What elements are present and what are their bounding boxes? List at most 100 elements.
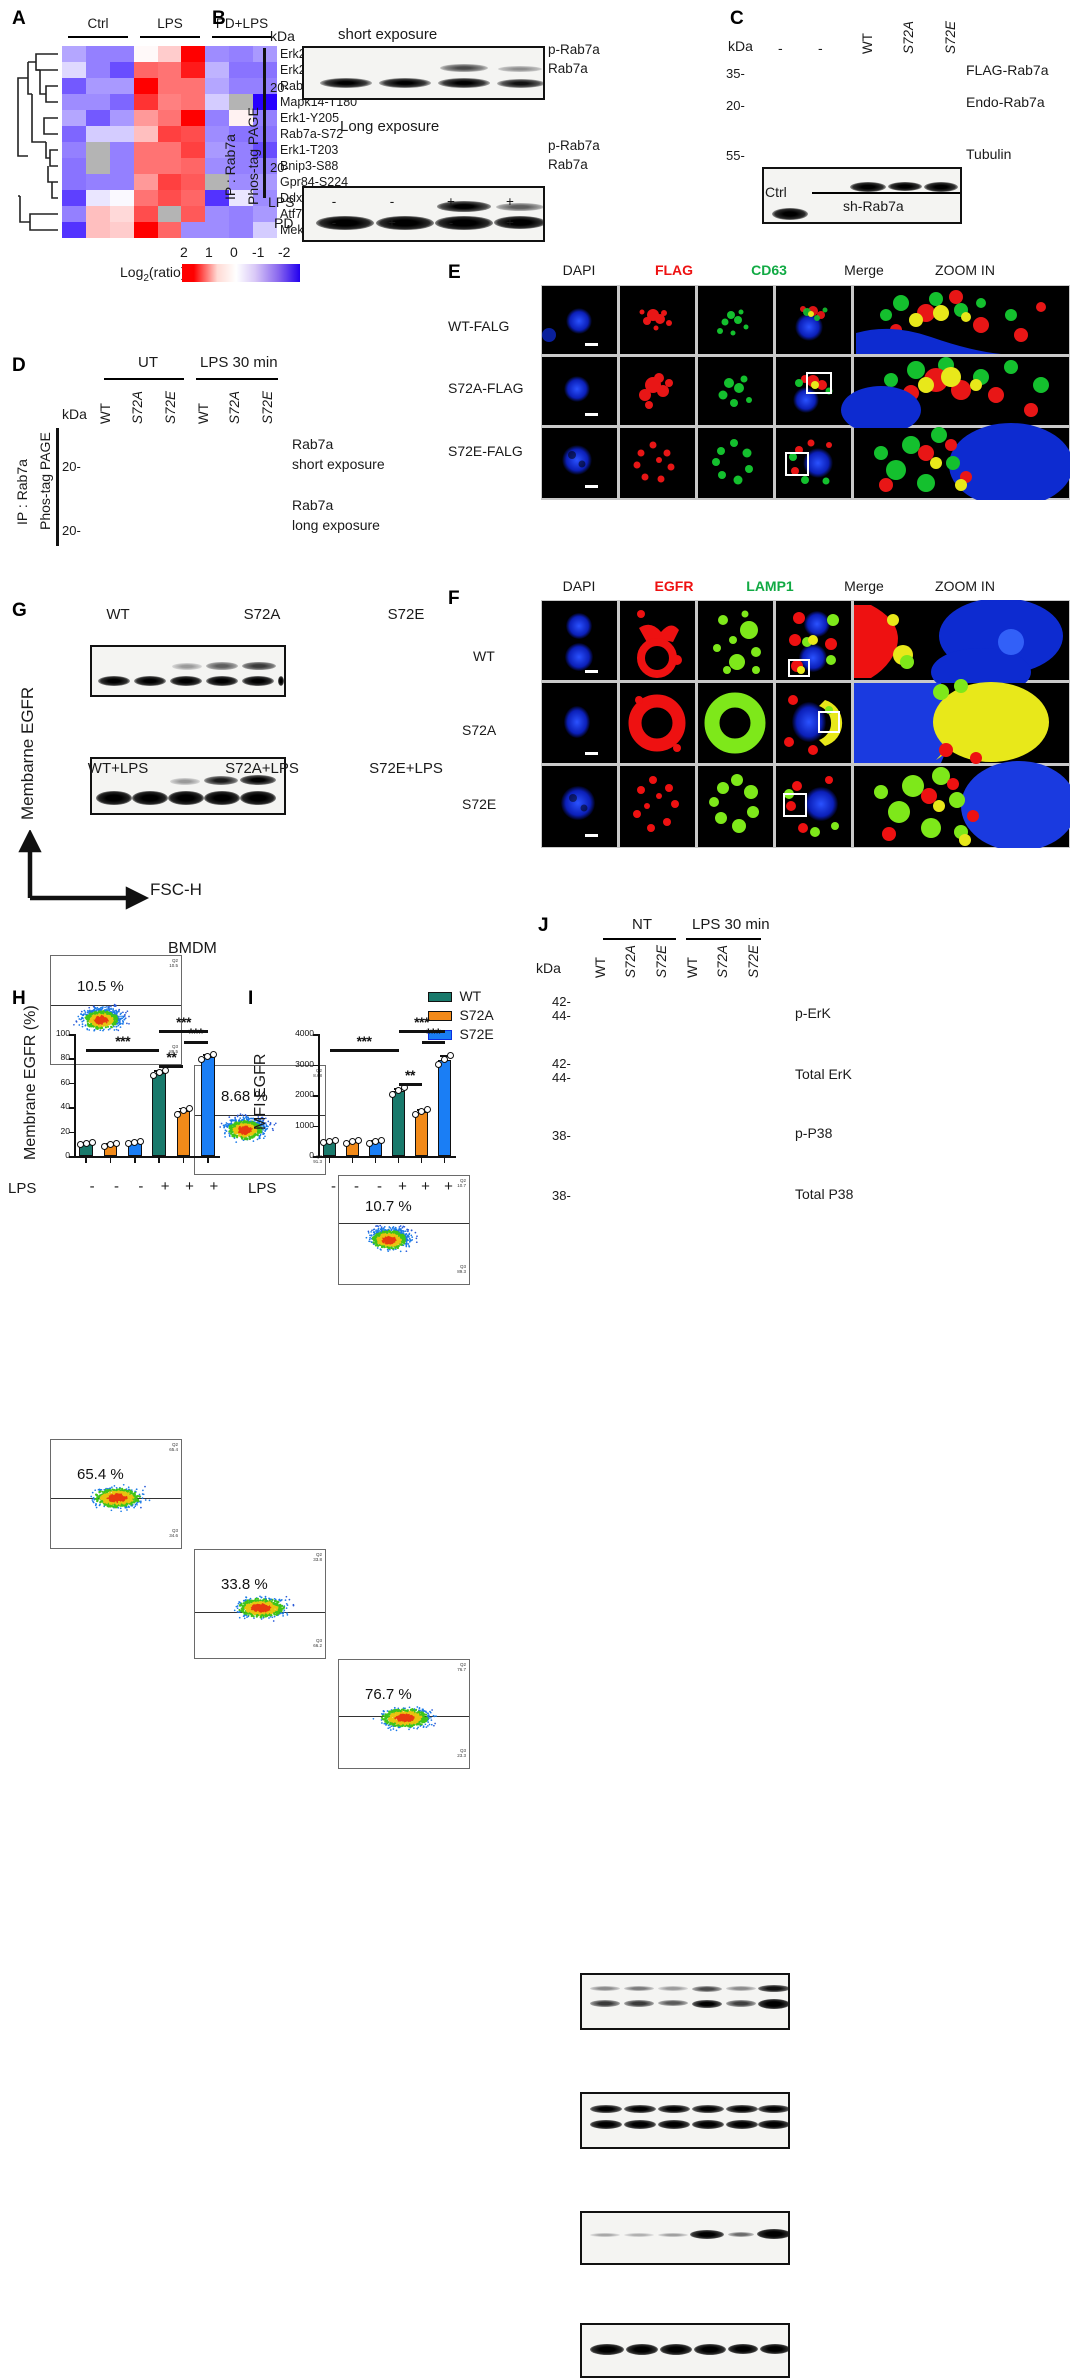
significance-label: *** — [176, 1014, 191, 1031]
panel-d-blot-long-exposure — [90, 757, 286, 815]
flow-q2-val: 8.68 — [313, 1073, 322, 1078]
x-axis — [74, 1156, 220, 1158]
flow-title-s72a-lps: S72A+LPS — [225, 760, 299, 777]
col-header-lamp1: LAMP1 — [746, 578, 794, 594]
heatmap-row-label: Erk1-Y205 — [280, 111, 340, 125]
heatmap-cell — [109, 94, 134, 110]
panel-h-condition-row: - - - + + + — [50, 1178, 230, 1198]
panel-j-blot-total-p38 — [580, 2323, 790, 2378]
y-tick — [313, 1034, 318, 1036]
heatmap-cell — [109, 190, 134, 206]
x-tick — [158, 1158, 160, 1163]
panel-d-side-label-ip: IP : Rab7a — [14, 459, 30, 525]
flow-plot-s72a-lps[interactable]: 33.8 % Q2 33.8 Q3 66.2 — [194, 1549, 326, 1659]
flow-plot-wt[interactable]: 10.5 % Q2 10.5 Q3 89.5 — [50, 955, 182, 1065]
heatmap-cell — [253, 206, 277, 222]
heatmap-cell — [205, 62, 230, 78]
replicate-dot — [355, 1137, 362, 1145]
heatmap-cell — [85, 158, 110, 174]
col-header-merge: Merge — [844, 262, 884, 278]
condition-cell: + — [160, 1178, 170, 1195]
flow-plot-s72e-lps[interactable]: 76.7 % Q2 76.7 Q3 23.3 — [338, 1659, 470, 1769]
y-tick — [313, 1064, 318, 1067]
panel-j-right-label-p-erk: p-ErK — [795, 1005, 831, 1021]
lane-label: S72E — [746, 944, 761, 978]
y-tick — [69, 1034, 74, 1036]
panel-j-mw-38-1: 38- — [552, 1128, 571, 1143]
y-axis — [74, 1034, 76, 1156]
dendrogram — [17, 53, 58, 231]
bar — [392, 1091, 405, 1156]
cond-cell: + — [447, 194, 455, 209]
y-tick — [313, 1095, 318, 1097]
heatmap-row-label: Erk1-T203 — [280, 143, 339, 157]
panel-f-label: F — [448, 588, 460, 609]
heatmap-cell — [229, 78, 254, 94]
panel-i-label: I — [248, 988, 254, 1009]
heatmap-cell — [109, 206, 134, 222]
condition-cell: + — [444, 1178, 453, 1195]
condition-cell: - — [89, 1178, 95, 1195]
colorbar-tick: -2 — [278, 244, 291, 260]
replicate-dot — [149, 1071, 157, 1079]
condition-cell: - — [331, 1178, 336, 1195]
heatmap-row-label: Bnip3-S88 — [280, 159, 339, 173]
colorbar-ticks: 2 1 0 -1 -2 — [180, 244, 300, 260]
group-header-pd-lps: PD+LPS — [215, 16, 269, 31]
legend-item-s72a: S72A — [428, 1007, 538, 1026]
colorbar-tick: 1 — [205, 244, 213, 260]
replicate-dot — [424, 1105, 431, 1113]
replicate-dot — [447, 1051, 454, 1059]
heatmap-cell — [157, 46, 182, 62]
flow-pct-s72a: 8.68 % — [221, 1088, 268, 1105]
heatmap-cell — [157, 190, 182, 206]
panel-e-label: E — [448, 262, 461, 283]
heatmap-cell — [109, 110, 134, 126]
flow-q2-val: 10.7 — [457, 1183, 466, 1189]
lane-label: S72E — [943, 20, 958, 54]
panel-c-bottom-sh-rab7a: sh-Rab7a — [843, 198, 904, 214]
significance-line — [329, 1049, 399, 1052]
heatmap-cell — [229, 126, 254, 142]
heatmap-cell — [229, 206, 254, 222]
panel-a-group-headers: Ctrl LPS PD+LPS — [62, 16, 277, 40]
panel-c-blot-flag-rab7a — [762, 167, 962, 224]
heatmap-cell — [205, 46, 230, 62]
panel-j-right-label-p-p38: p-P38 — [795, 1125, 833, 1141]
significance-label: *** — [356, 1033, 372, 1050]
x-tick — [182, 1158, 185, 1163]
panel-g-x-axis-label: FSC-H — [150, 880, 202, 899]
significance-label: *** — [425, 1025, 441, 1042]
panel-d-right-label-1b: short exposure — [292, 456, 385, 472]
panel-d-mw-mark-top: 20- — [62, 459, 81, 474]
panel-j-blot-total-erk — [580, 2092, 790, 2149]
heatmap-cell — [62, 142, 86, 158]
panel-d-mw-mark-bottom: 20- — [62, 523, 81, 538]
heatmap-cell — [181, 174, 206, 190]
significance-label: *** — [115, 1033, 131, 1050]
panel-d-blot-short-exposure — [90, 645, 286, 697]
panel-a-label: A — [12, 8, 26, 29]
heatmap-cell — [205, 142, 230, 158]
flow-title-s72a: S72A — [243, 606, 281, 623]
heatmap-cell — [133, 78, 158, 94]
panel-d-rule-ut — [104, 378, 184, 380]
heatmap-cell — [109, 126, 134, 142]
heatmap-cell — [133, 190, 158, 206]
replicate-dot — [161, 1067, 169, 1075]
heatmap-cell — [229, 110, 254, 126]
y-tick — [69, 1082, 74, 1085]
flow-plot-wt-lps[interactable]: 65.4 % Q2 65.4 Q3 34.6 — [50, 1439, 182, 1549]
heatmap-cell — [229, 190, 254, 206]
replicate-dot — [113, 1140, 120, 1148]
panel-b-blot-title-short: short exposure — [338, 26, 438, 43]
panel-j-rule-nt — [603, 938, 676, 940]
x-tick — [443, 1158, 446, 1163]
heatmap-cell — [109, 46, 134, 62]
heatmap-cell — [229, 62, 254, 78]
heatmap-cell — [205, 206, 230, 222]
group-rule-ctrl — [68, 36, 128, 38]
y-tick-label: 40 — [60, 1101, 70, 1112]
replicate-dot — [88, 1139, 96, 1147]
x-tick — [85, 1158, 87, 1163]
